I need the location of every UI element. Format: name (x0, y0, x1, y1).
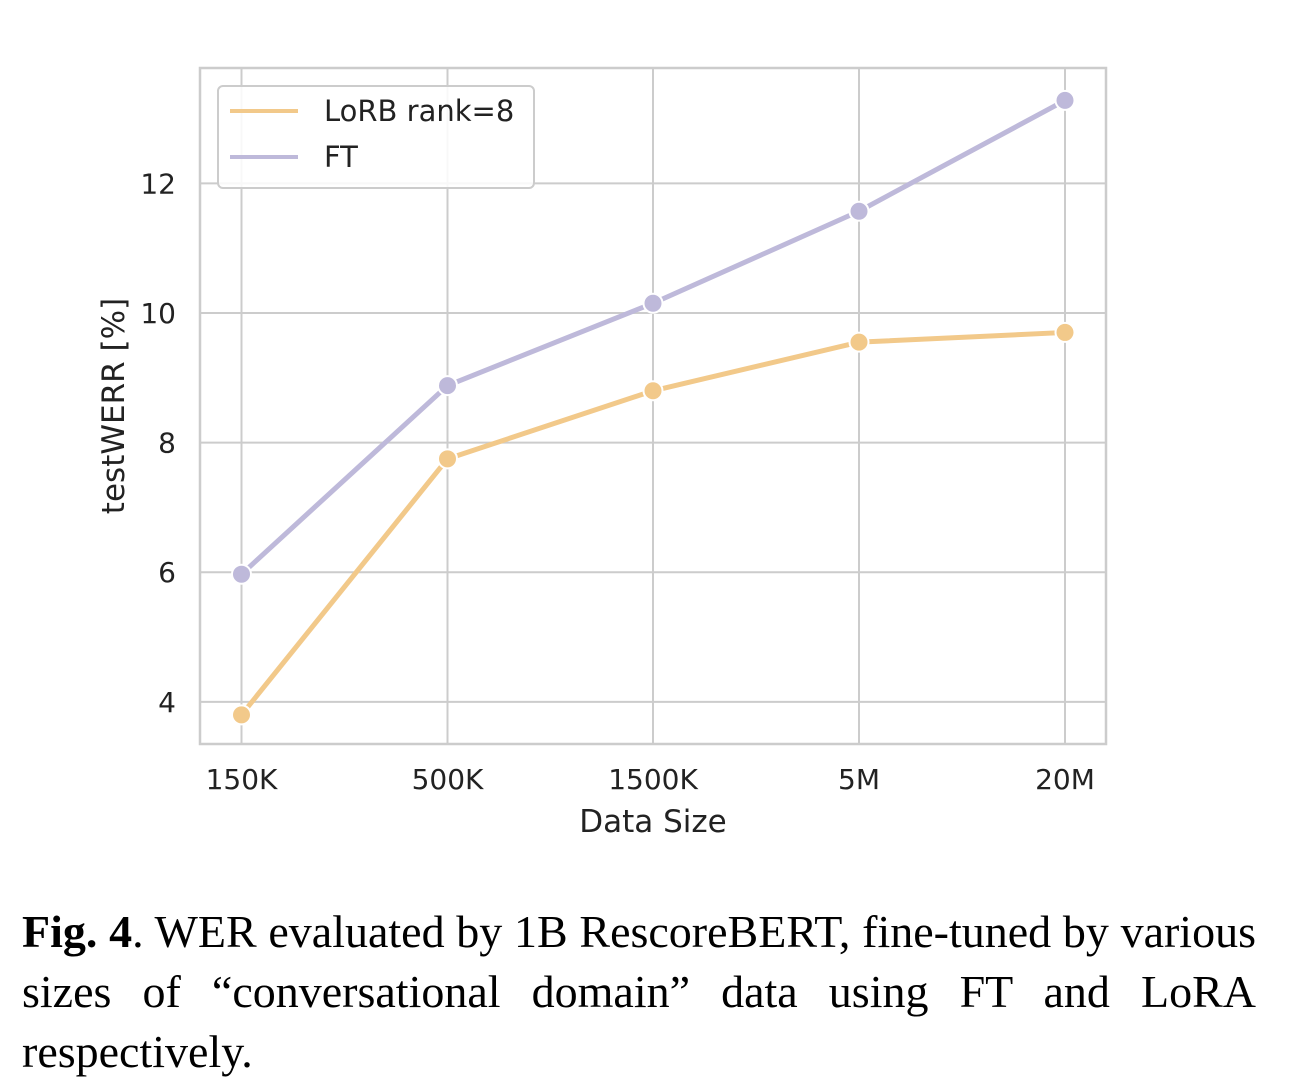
y-axis-label: testWERR [%] (96, 298, 132, 514)
y-tick-label: 12 (140, 167, 176, 200)
data-point (231, 563, 252, 585)
legend: LoRB rank=8 FT (217, 85, 535, 189)
figure-caption: Fig. 4. WER evaluated by 1B RescoreBERT,… (22, 902, 1256, 1082)
y-tick-labels: 4 6 8 10 12 (140, 167, 176, 719)
data-point (1054, 89, 1076, 111)
line-chart: 150K 500K 1500K 5M 20M 4 6 8 10 12 Data Size tes… (96, 66, 1108, 840)
x-axis-label: Data Size (579, 804, 727, 840)
x-tick-label: 500K (412, 763, 484, 796)
data-point (848, 200, 870, 222)
plot-frame (198, 66, 1108, 746)
data-point (437, 375, 458, 397)
y-tick-label: 10 (140, 297, 176, 330)
y-tick-label: 8 (158, 427, 176, 460)
data-point (1054, 321, 1076, 343)
y-tick-label: 4 (158, 686, 176, 719)
data-point (642, 292, 664, 314)
x-tick-labels: 150K 500K 1500K 5M 20M (206, 763, 1095, 796)
figure-caption-text: . WER evaluated by 1B RescoreBERT, fine-… (22, 906, 1256, 1077)
data-point (231, 704, 252, 726)
data-point (642, 380, 664, 402)
series-lines (231, 89, 1076, 726)
x-tick-label: 5M (838, 763, 880, 796)
legend-label-lorb: LoRB rank=8 (324, 94, 514, 128)
figure-label: Fig. 4 (22, 906, 133, 957)
x-tick-label: 1500K (608, 763, 698, 796)
data-point (437, 448, 458, 470)
x-tick-label: 20M (1035, 763, 1095, 796)
data-point (848, 331, 870, 353)
y-tick-label: 6 (158, 556, 176, 589)
legend-label-ft: FT (324, 140, 358, 174)
x-tick-label: 150K (206, 763, 278, 796)
